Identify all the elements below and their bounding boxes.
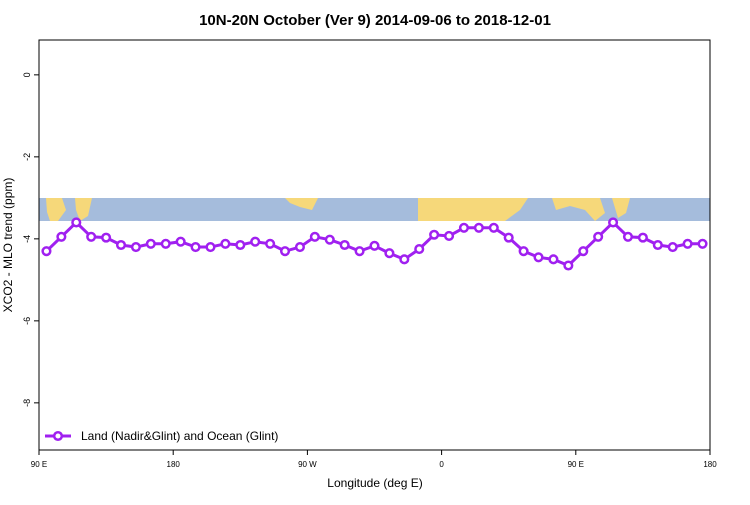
point <box>563 260 574 271</box>
legend-marker <box>52 430 64 442</box>
point <box>429 229 440 240</box>
point <box>160 238 171 249</box>
point <box>101 232 112 243</box>
point <box>339 239 350 251</box>
y-tick-label: -6 <box>22 317 32 325</box>
y-tick-label: 0 <box>22 72 32 77</box>
x-tick-label: 90 W <box>298 460 317 469</box>
point <box>473 222 484 233</box>
point <box>145 238 156 249</box>
point <box>130 242 141 253</box>
point <box>235 239 246 251</box>
legend-label: Land (Nadir&Glint) and Ocean (Glint) <box>81 429 278 443</box>
x-axis-label: Longitude (deg E) <box>327 476 422 490</box>
point <box>399 254 410 265</box>
point <box>652 239 663 251</box>
point <box>294 242 305 253</box>
y-tick-label: -2 <box>22 153 32 161</box>
point <box>71 217 82 228</box>
land <box>612 198 630 218</box>
land <box>46 198 66 221</box>
land <box>75 198 92 221</box>
point <box>667 242 678 253</box>
point <box>518 246 529 257</box>
point <box>608 217 619 228</box>
point <box>622 231 634 242</box>
plot-frame <box>38 39 711 451</box>
point <box>175 236 186 247</box>
point <box>324 234 335 245</box>
land <box>285 198 318 210</box>
point <box>637 232 648 243</box>
chart-title: 10N-20N October (Ver 9) 2014-09-06 to 20… <box>199 12 551 29</box>
point <box>41 246 52 257</box>
point <box>488 222 499 233</box>
point <box>265 238 276 249</box>
y-axis-label: XCO2 - MLO trend (ppm) <box>1 178 15 313</box>
x-tick-label: 180 <box>167 460 181 469</box>
map-strip <box>39 198 710 221</box>
point <box>354 246 365 257</box>
x-tick-label: 180 <box>703 460 717 469</box>
x-tick-label: 90 E <box>568 460 584 469</box>
land <box>552 198 605 221</box>
point <box>205 242 216 253</box>
y-tick-label: -4 <box>22 235 32 243</box>
point <box>682 238 693 249</box>
point <box>697 238 708 249</box>
point <box>458 222 470 233</box>
point <box>309 231 320 242</box>
point <box>115 239 127 251</box>
point <box>548 254 559 265</box>
point <box>414 244 425 255</box>
y-tick-label: -8 <box>22 399 32 407</box>
point <box>56 231 67 242</box>
point <box>369 240 380 251</box>
land <box>418 198 528 221</box>
point <box>503 232 514 243</box>
x-tick-label: 0 <box>439 460 444 469</box>
point <box>220 238 231 249</box>
point <box>279 246 291 257</box>
point <box>86 231 97 242</box>
point <box>444 230 455 242</box>
x-tick-label: 90 E <box>31 460 47 469</box>
point <box>190 242 201 253</box>
legend-entry: Land (Nadir&Glint) and Ocean (Glint) <box>45 429 278 443</box>
ocean <box>39 198 710 221</box>
point <box>533 252 544 263</box>
point <box>250 236 261 247</box>
point <box>578 246 589 257</box>
point <box>593 231 604 242</box>
point <box>384 248 395 259</box>
